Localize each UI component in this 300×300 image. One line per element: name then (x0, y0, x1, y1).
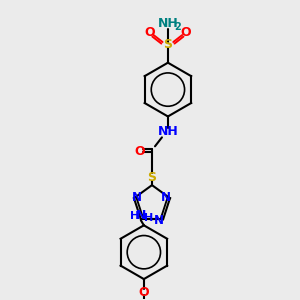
Text: N: N (161, 191, 171, 204)
Text: O: O (145, 26, 155, 39)
Text: N: N (154, 214, 164, 227)
Text: H: H (130, 212, 139, 221)
Text: O: O (139, 286, 149, 298)
Text: S: S (164, 38, 172, 51)
Text: 2: 2 (175, 22, 181, 32)
Text: O: O (135, 145, 146, 158)
Text: NH: NH (158, 125, 178, 138)
Text: S: S (148, 171, 157, 184)
Text: N: N (132, 191, 142, 204)
Text: N: N (136, 209, 146, 222)
Text: H: H (144, 213, 153, 224)
Text: O: O (181, 26, 191, 39)
Text: NH: NH (158, 17, 178, 30)
